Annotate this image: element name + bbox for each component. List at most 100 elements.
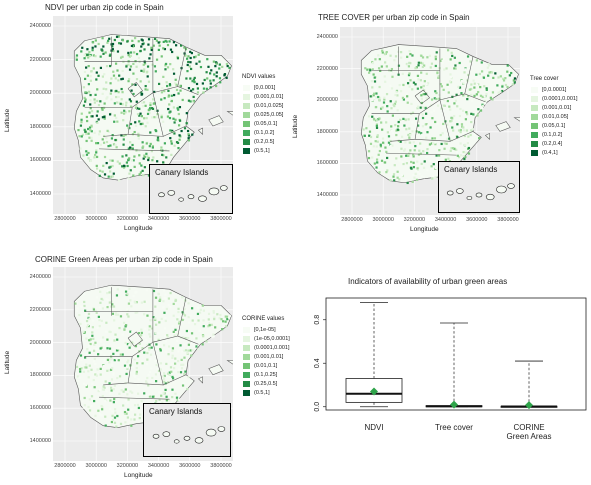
- zip-code-cell: [124, 324, 128, 327]
- map-ytick-label: 1400000: [29, 191, 51, 197]
- canary-island-shape: [167, 190, 176, 196]
- zip-code-cell: [168, 83, 172, 86]
- zip-code-cell: [155, 58, 159, 61]
- zip-code-cell: [93, 399, 96, 403]
- zip-code-cell: [136, 362, 139, 365]
- zip-code-cell: [78, 367, 82, 371]
- zip-code-cell: [84, 100, 87, 103]
- zip-code-cell: [472, 79, 475, 82]
- zip-code-cell: [444, 98, 447, 101]
- zip-code-cell: [397, 139, 400, 143]
- zip-code-cell: [434, 143, 437, 146]
- map-ytick-label: 1400000: [316, 192, 338, 198]
- zip-code-cell: [132, 174, 135, 177]
- zip-code-cell: [94, 93, 97, 96]
- zip-code-cell: [422, 93, 425, 96]
- zip-code-cell: [167, 391, 170, 394]
- zip-code-cell: [109, 386, 113, 389]
- zip-code-cell: [185, 57, 189, 60]
- zip-code-cell: [154, 317, 157, 320]
- zip-code-cell: [167, 107, 170, 111]
- zip-code-cell: [408, 72, 411, 75]
- zip-code-cell: [154, 323, 158, 326]
- zip-code-cell: [130, 89, 133, 92]
- zip-code-cell: [386, 110, 389, 113]
- zip-code-cell: [393, 59, 396, 62]
- zip-code-cell: [148, 398, 152, 401]
- zip-code-cell: [167, 95, 170, 98]
- zip-code-cell: [125, 101, 128, 104]
- legend-entry: (0.05,0.1]: [530, 121, 577, 130]
- zip-code-cell: [150, 367, 153, 370]
- zip-code-cell: [218, 317, 221, 320]
- zip-code-cell: [109, 64, 112, 68]
- zip-code-cell: [110, 175, 113, 178]
- zip-code-cell: [364, 76, 367, 79]
- zip-code-cell: [84, 384, 88, 387]
- zip-code-cell: [137, 40, 140, 43]
- zip-code-cell: [180, 363, 183, 366]
- zip-code-cell: [112, 373, 115, 376]
- zip-code-cell: [129, 65, 133, 68]
- zip-code-cell: [501, 85, 504, 88]
- zip-code-cell: [76, 307, 79, 310]
- zip-code-cell: [141, 141, 144, 144]
- legend-entry: (0.001,0.01]: [242, 352, 290, 361]
- zip-code-cell: [125, 288, 128, 291]
- zip-code-cell: [465, 111, 468, 114]
- zip-code-cell: [113, 339, 116, 342]
- zip-code-cell: [90, 368, 93, 371]
- zip-code-cell: [454, 64, 457, 67]
- zip-code-cell: [150, 346, 153, 349]
- zip-code-cell: [421, 116, 425, 120]
- zip-code-cell: [117, 35, 120, 38]
- legend-label: (0.025,0.05]: [254, 111, 284, 118]
- zip-code-cell: [378, 96, 382, 99]
- zip-code-cell: [177, 112, 180, 116]
- zip-code-cell: [417, 64, 420, 67]
- zip-code-cell: [108, 347, 112, 350]
- zip-code-cell: [100, 297, 103, 301]
- zip-code-cell: [97, 409, 100, 412]
- boxplot-ytick-label: 0.4: [314, 358, 321, 368]
- zip-code-cell: [470, 93, 473, 97]
- zip-code-cell: [221, 328, 224, 331]
- zip-code-cell: [449, 73, 452, 76]
- zip-code-cell: [128, 343, 131, 346]
- zip-code-cell: [140, 328, 143, 331]
- zip-code-cell: [173, 93, 176, 97]
- zip-code-cell: [402, 162, 405, 166]
- zip-code-cell: [155, 339, 158, 342]
- zip-code-cell: [381, 106, 384, 109]
- zip-code-cell: [430, 98, 434, 101]
- zip-code-cell: [467, 68, 470, 71]
- zip-code-cell: [89, 79, 92, 82]
- zip-code-cell: [127, 80, 130, 83]
- zip-code-cell: [175, 83, 178, 86]
- zip-code-cell: [134, 121, 137, 124]
- zip-code-cell: [378, 171, 381, 174]
- zip-code-cell: [476, 112, 479, 116]
- zip-code-cell: [384, 80, 387, 83]
- zip-code-cell: [111, 418, 115, 422]
- zip-code-cell: [453, 147, 456, 150]
- zip-code-cell: [190, 332, 194, 335]
- zip-code-cell: [373, 92, 376, 95]
- zip-code-cell: [225, 62, 229, 66]
- zip-code-cell: [439, 83, 442, 86]
- zip-code-cell: [197, 53, 200, 56]
- zip-code-cell: [393, 179, 396, 182]
- zip-code-cell: [117, 79, 120, 82]
- zip-code-cell: [160, 146, 163, 149]
- zip-code-cell: [454, 67, 458, 70]
- zip-code-cell: [159, 298, 162, 301]
- zip-code-cell: [105, 298, 108, 301]
- region-border: [177, 86, 199, 96]
- tree-canary-label: Canary Islands: [444, 165, 498, 174]
- zip-code-cell: [151, 107, 155, 110]
- zip-code-cell: [128, 127, 131, 130]
- zip-code-cell: [399, 118, 402, 121]
- zip-code-cell: [93, 343, 96, 346]
- zip-code-cell: [506, 85, 509, 89]
- zip-code-cell: [203, 78, 206, 82]
